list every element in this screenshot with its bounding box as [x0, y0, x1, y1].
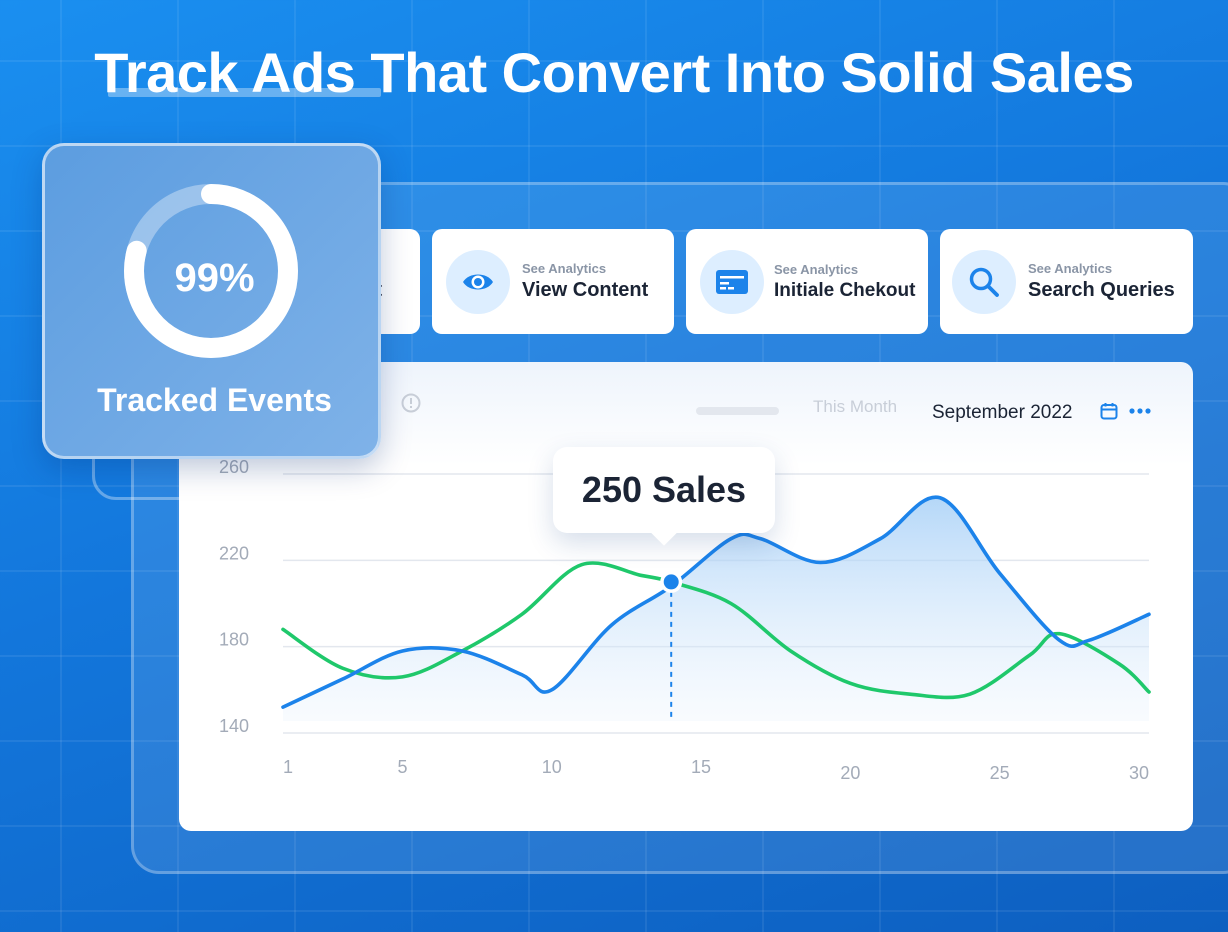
eye-icon [446, 249, 510, 314]
event-card-search-queries[interactable]: See Analytics Search Queries [940, 229, 1193, 334]
y-tick-label: 260 [219, 457, 249, 477]
period-value[interactable]: September 2022 [932, 402, 1073, 423]
credit-card-icon [700, 249, 764, 314]
x-tick-label: 20 [840, 763, 860, 783]
chart-tooltip: 250 Sales [553, 447, 775, 546]
event-card-title: Initiale Chekout [774, 279, 916, 301]
period-toggle-pill[interactable] [696, 407, 779, 415]
event-card-subtitle: See Analytics [522, 261, 607, 276]
headline-underline [108, 88, 381, 97]
series-line-blue[interactable] [281, 495, 1151, 709]
period-label[interactable]: This Month [813, 397, 898, 416]
calendar-icon[interactable] [1100, 402, 1118, 420]
event-card-initiate-checkout[interactable]: See Analytics Initiale Chekout [686, 229, 928, 334]
y-tick-label: 140 [219, 716, 249, 736]
x-tick-label: 1 [283, 757, 293, 777]
tracked-events-label: Tracked Events [97, 382, 332, 418]
y-tick-label: 220 [219, 543, 249, 563]
tooltip-text: 250 Sales [581, 469, 747, 510]
event-card-title: View Content [522, 279, 649, 301]
tracked-events-card: 99% Tracked Events [42, 143, 381, 459]
progress-ring-fill [124, 184, 298, 358]
x-tick-label: 30 [1129, 763, 1149, 783]
event-card-subtitle: See Analytics [1028, 261, 1113, 276]
search-icon [952, 249, 1016, 314]
headline: Track Ads That Convert Into Solid Sales [94, 41, 1134, 104]
event-card-view-content[interactable]: See Analytics View Content [432, 229, 674, 334]
x-tick-label: 15 [691, 757, 711, 777]
event-card-subtitle: See Analytics [774, 261, 859, 277]
more-options-icon[interactable] [1129, 402, 1151, 420]
info-icon[interactable] [401, 393, 421, 413]
x-tick-label: 5 [397, 757, 407, 777]
series-line-green[interactable] [281, 561, 1151, 700]
event-card-title: Search Queries [1028, 279, 1175, 301]
y-tick-label: 180 [219, 630, 249, 650]
x-tick-label: 25 [990, 763, 1010, 783]
tracked-events-percent: 99% [174, 256, 255, 300]
highlight-point[interactable] [663, 574, 679, 590]
progress-ring [124, 184, 298, 358]
x-tick-label: 10 [542, 757, 562, 777]
